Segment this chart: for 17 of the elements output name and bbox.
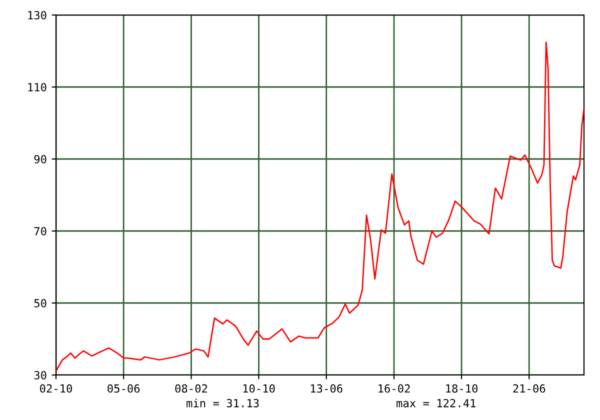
x-tick-label: 21-06 (513, 384, 546, 393)
x-tick-label: 18-10 (446, 384, 478, 393)
x-tick-label: 13-06 (310, 384, 342, 393)
y-tick-label: 30 (34, 371, 46, 380)
y-tick-label: 50 (34, 299, 46, 308)
y-tick-label: 70 (34, 227, 46, 236)
x-tick-label: 02-10 (40, 384, 72, 393)
x-tick-label: 05-06 (108, 384, 140, 393)
text: min = 31.13 (186, 398, 259, 408)
y-tick-label: 90 (34, 155, 46, 164)
x-tick-label: 10-10 (243, 384, 275, 393)
line-series (56, 42, 584, 372)
x-tick-label: 16-02 (378, 384, 410, 393)
text: max = 122.41 (396, 398, 476, 408)
y-tick-label: 130 (28, 11, 46, 20)
y-tick-label: 110 (28, 83, 46, 92)
x-tick-label: 08-02 (175, 384, 208, 393)
